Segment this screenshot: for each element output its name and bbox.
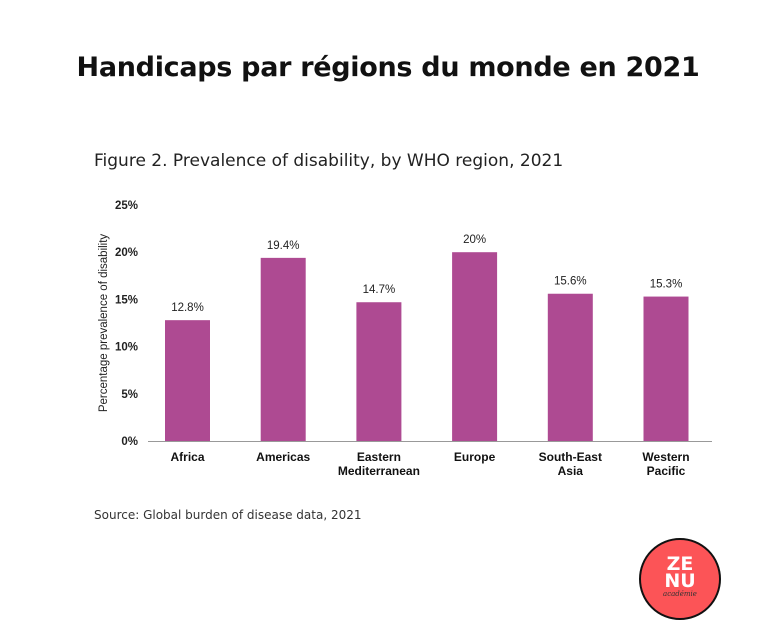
- bar: [452, 252, 498, 441]
- y-tick-label: 15%: [115, 294, 138, 306]
- x-tick-label: Americas: [256, 450, 310, 464]
- x-tick-label: Europe: [454, 450, 496, 464]
- bar: [356, 302, 402, 441]
- y-axis-label: Percentage prevalence of disability: [98, 234, 110, 413]
- data-label: 14.7%: [363, 284, 396, 296]
- x-tick-label: Mediterranean: [338, 464, 420, 478]
- bar-chart: 0% 5% 10% 15% 20% 25% Percentage prevalence of…: [98, 200, 712, 478]
- x-tick-label: South-East: [539, 450, 602, 464]
- x-tick-label: Western: [642, 450, 689, 464]
- y-tick-label: 5%: [121, 389, 138, 401]
- x-tick-label: Eastern: [357, 450, 401, 464]
- bar: [260, 257, 306, 441]
- data-label: 15.3%: [650, 279, 683, 291]
- source-note: Source: Global burden of disease data, 2…: [94, 508, 362, 522]
- y-tick-label: 20%: [115, 247, 138, 259]
- data-label: 15.6%: [554, 276, 587, 288]
- x-tick-label: Asia: [558, 464, 584, 478]
- bar: [165, 320, 210, 441]
- x-tick-label: Africa: [170, 450, 204, 464]
- y-tick-label: 25%: [115, 200, 138, 212]
- data-label: 20%: [463, 234, 486, 246]
- data-label: 19.4%: [267, 240, 300, 252]
- chart-title: Figure 2. Prevalence of disability, by W…: [94, 151, 564, 171]
- x-tick-label: Pacific: [647, 464, 686, 478]
- data-label: 12.8%: [171, 302, 204, 314]
- bar: [643, 296, 689, 441]
- page-title: Handicaps par régions du monde en 2021: [76, 52, 700, 83]
- y-tick-label: 0%: [121, 436, 138, 448]
- zenu-logo: ZE NU académie: [639, 538, 721, 620]
- bar: [547, 293, 593, 441]
- y-tick-label: 10%: [115, 342, 138, 354]
